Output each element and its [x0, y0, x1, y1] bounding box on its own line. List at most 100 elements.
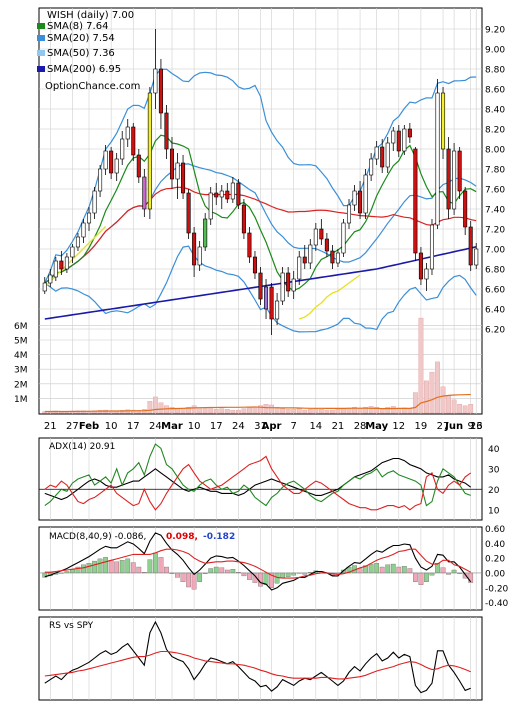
macd-histogram-bar	[247, 572, 252, 580]
candle-body	[120, 138, 125, 160]
candle-body	[208, 192, 213, 220]
volume-bar	[42, 411, 48, 414]
candle-body	[286, 272, 291, 292]
x-tick-label: 24	[149, 421, 162, 432]
macd-signal-label: 0.098,	[166, 532, 198, 542]
candle-body	[230, 182, 235, 200]
macd-histogram-bar	[424, 572, 429, 582]
candle-body	[369, 158, 374, 176]
volume-bar	[269, 404, 274, 414]
adx-tick-label: 40	[488, 445, 500, 455]
candle-body	[319, 228, 324, 240]
volume-bar	[241, 408, 247, 414]
candle-body	[352, 190, 357, 206]
price-tick-label: 9.00	[485, 46, 505, 56]
candle-body	[468, 226, 473, 266]
legend-sma8-swatch	[37, 23, 45, 29]
candle-body	[358, 190, 363, 214]
candle-body	[192, 232, 197, 266]
volume-tick-label: 1M	[14, 395, 28, 405]
macd-histogram-bar	[114, 561, 120, 574]
volume-tick-label: 3M	[14, 366, 28, 376]
macd-histogram-bar	[258, 572, 263, 587]
candle-body	[413, 148, 418, 254]
candle-body	[407, 128, 412, 138]
macd-histogram-bar	[401, 566, 407, 574]
candle-body	[313, 228, 318, 246]
x-tick-label: 10	[188, 421, 201, 432]
price-tick-label: 6.80	[485, 266, 505, 276]
macd-histogram-bar	[136, 566, 142, 574]
x-tick-label: 28	[354, 421, 367, 432]
candle-body	[474, 248, 479, 266]
macd-histogram-bar	[429, 572, 435, 576]
volume-bar	[186, 406, 192, 414]
macd-histogram-bar	[407, 568, 413, 574]
volume-tick-label: 6M	[14, 322, 28, 332]
macd-tick-label: 0.20	[485, 555, 505, 565]
volume-bar	[418, 317, 424, 414]
x-tick-label: Mar	[161, 421, 183, 432]
volume-bar	[407, 408, 413, 414]
candle-body	[264, 286, 269, 310]
x-tick-label: 27	[66, 421, 79, 432]
macd-tick-label: 0.00	[485, 569, 505, 579]
volume-bar	[313, 408, 319, 414]
volume-bar	[357, 408, 363, 414]
candle-body	[87, 212, 92, 224]
macd-histogram-bar	[197, 572, 203, 582]
candle-body	[48, 274, 53, 284]
volume-bar	[374, 406, 380, 414]
macd-histogram-bar	[97, 558, 103, 574]
candle-body	[446, 148, 451, 210]
macd-histogram-bar	[119, 560, 125, 574]
macd-tick-label: -0.40	[485, 599, 509, 609]
macd-histogram-bar	[103, 557, 108, 574]
volume-bar	[285, 409, 291, 414]
volume-bar	[424, 380, 429, 414]
price-tick-label: 8.40	[485, 106, 505, 116]
legend-sma20-swatch	[37, 35, 45, 41]
candle-body	[385, 142, 390, 168]
candle-body	[53, 260, 58, 278]
watermark: OptionChance.com	[45, 81, 140, 92]
macd-histogram-bar	[291, 572, 297, 576]
volume-bar	[368, 406, 374, 414]
candle-body	[341, 222, 346, 254]
x-tick-label: Apr	[262, 421, 282, 432]
legend-sma200: SMA(200) 6.95	[47, 64, 121, 75]
candle-body	[297, 256, 302, 280]
volume-bar	[202, 408, 208, 414]
macd-tick-label: 0.40	[485, 540, 505, 550]
adx-title: ADX(14) 20.91	[49, 442, 115, 452]
volume-bars	[42, 317, 474, 590]
candle-body	[291, 278, 296, 292]
adx-tick-label: 30	[488, 465, 500, 475]
candle-body	[164, 112, 169, 150]
volume-ma-line	[44, 393, 471, 413]
volume-bar	[219, 408, 225, 414]
volume-bar	[252, 406, 258, 414]
volume-bar	[451, 399, 457, 414]
macd-histogram-bar	[92, 560, 97, 574]
adx-tick-label: 10	[488, 506, 500, 516]
macd-histogram-bar	[180, 572, 186, 582]
legend-sma50: SMA(50) 7.36	[47, 48, 115, 59]
candle-body	[363, 174, 368, 214]
rs-title: RS vs SPY	[49, 621, 94, 631]
volume-bar	[390, 406, 396, 414]
candle-body	[214, 192, 219, 198]
candle-body	[396, 130, 401, 152]
candle-body	[435, 92, 440, 226]
x-tick-label: 27	[437, 421, 450, 432]
x-tick-label: 21	[44, 421, 57, 432]
volume-bar	[119, 410, 125, 414]
candle-body	[142, 176, 147, 210]
macd-histogram-bar	[175, 572, 180, 578]
candle-body	[346, 204, 352, 224]
x-tick-label: 16	[470, 421, 483, 432]
volume-bar	[169, 406, 175, 414]
macd-histogram-bar	[147, 559, 153, 574]
candle-body	[374, 146, 379, 160]
macd-histogram-bar	[208, 568, 214, 574]
